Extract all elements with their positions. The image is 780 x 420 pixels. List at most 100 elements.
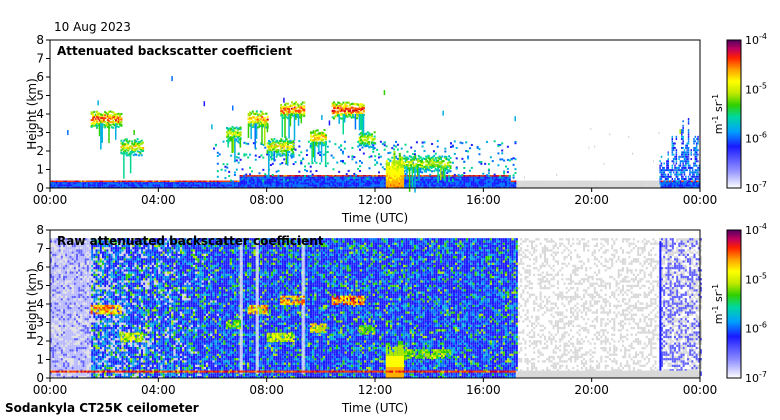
- cloud-cell: [421, 158, 424, 161]
- precip-cell: [385, 178, 388, 181]
- heat-cell: [214, 182, 217, 185]
- heat-cell: [54, 273, 57, 276]
- heat-cell: [58, 249, 61, 252]
- cloud-cell: [415, 170, 418, 173]
- heat-cell: [309, 186, 312, 189]
- heat-cell: [67, 366, 70, 370]
- heat-cell: [377, 153, 380, 156]
- heat-cell: [65, 375, 68, 379]
- heat-cell: [197, 186, 200, 189]
- cloud-cell: [100, 123, 102, 150]
- heat-cell: [262, 156, 265, 159]
- cloud-cell: [94, 118, 97, 121]
- cloud-cell: [255, 116, 258, 119]
- heat-cell: [54, 278, 57, 281]
- heat-cell: [476, 175, 479, 177]
- heat-cell: [63, 240, 65, 243]
- heat-cell: [50, 355, 52, 359]
- heat-cell: [286, 175, 289, 177]
- heat-cell: [675, 180, 678, 183]
- heat-cell: [58, 286, 61, 290]
- heat-cell: [50, 264, 52, 268]
- heat-cell: [686, 162, 688, 165]
- heat-cell: [54, 251, 57, 254]
- cloud-cell: [273, 146, 276, 149]
- heat-cell: [58, 264, 61, 268]
- heat-cell: [103, 184, 106, 187]
- heat-cell: [56, 311, 59, 314]
- heat-cell: [266, 180, 269, 183]
- heat-cell: [260, 182, 263, 185]
- cloud-cell: [426, 164, 429, 167]
- precip-cell: [392, 169, 395, 172]
- heat-cell: [381, 182, 384, 185]
- heat-cell: [56, 375, 59, 379]
- heat-cell: [376, 180, 379, 183]
- cloud-cell: [312, 130, 315, 133]
- precip-cell: [393, 173, 396, 176]
- heat-cell: [264, 186, 267, 189]
- heat-cell: [695, 164, 698, 167]
- cloud-cell: [106, 112, 109, 115]
- cloud-cell: [285, 141, 288, 144]
- heat-cell: [71, 362, 74, 365]
- heat-cell: [368, 182, 371, 185]
- heat-cell: [69, 313, 72, 316]
- cloud-cell: [123, 146, 126, 149]
- heat-cell: [695, 144, 698, 147]
- heat-cell: [495, 180, 498, 183]
- cloud-cell: [441, 155, 444, 158]
- heat-cell: [273, 176, 276, 179]
- heat-cell: [451, 145, 454, 148]
- top-y-tick-label: 7: [36, 52, 44, 66]
- cloud-cell: [238, 141, 241, 144]
- heat-cell: [69, 293, 72, 296]
- heat-cell: [686, 169, 688, 172]
- heat-cell: [65, 286, 68, 290]
- cloud-cell: [129, 151, 132, 174]
- heat-cell: [687, 153, 690, 156]
- heat-cell: [672, 182, 675, 185]
- heat-cell: [50, 186, 52, 189]
- heat-cell: [50, 318, 52, 321]
- precip-cell: [402, 167, 405, 170]
- precip-cell: [398, 186, 401, 189]
- heat-cell: [685, 186, 688, 189]
- heat-cell: [438, 178, 441, 181]
- heat-cell: [678, 164, 680, 167]
- cloud-cell: [429, 169, 432, 172]
- heat-cell: [71, 353, 74, 356]
- heat-cell: [359, 165, 362, 168]
- cloud-cell: [127, 148, 130, 151]
- heat-cell: [689, 164, 691, 167]
- heat-cell: [503, 172, 506, 175]
- cloud-cell: [437, 167, 439, 184]
- heat-cell: [395, 156, 398, 159]
- heat-cell: [497, 186, 500, 189]
- heat-cell: [184, 180, 187, 183]
- heat-cell: [330, 178, 333, 181]
- precip-cell: [392, 180, 395, 183]
- heat-cell: [694, 158, 697, 161]
- heat-cell: [482, 178, 485, 181]
- heat-cell: [283, 186, 286, 189]
- cloud-cell: [410, 167, 413, 170]
- heat-cell: [679, 173, 682, 176]
- cloud-cell: [282, 105, 285, 108]
- heat-cell: [60, 326, 63, 330]
- cloud-cell: [236, 134, 239, 137]
- heat-cell: [345, 180, 348, 183]
- heat-cell: [60, 304, 63, 308]
- heat-cell: [216, 186, 219, 189]
- heat-cell: [65, 280, 68, 283]
- heat-cell: [641, 180, 644, 188]
- heat-cell: [334, 180, 337, 183]
- heat-cell: [184, 186, 187, 189]
- heat-cell: [65, 242, 68, 245]
- heat-cell: [690, 180, 693, 183]
- cloud-cell: [440, 167, 442, 181]
- cloud-cell: [311, 131, 314, 134]
- cloud-cell: [408, 167, 411, 192]
- cloud-cell: [364, 132, 367, 135]
- heat-cell: [256, 186, 259, 189]
